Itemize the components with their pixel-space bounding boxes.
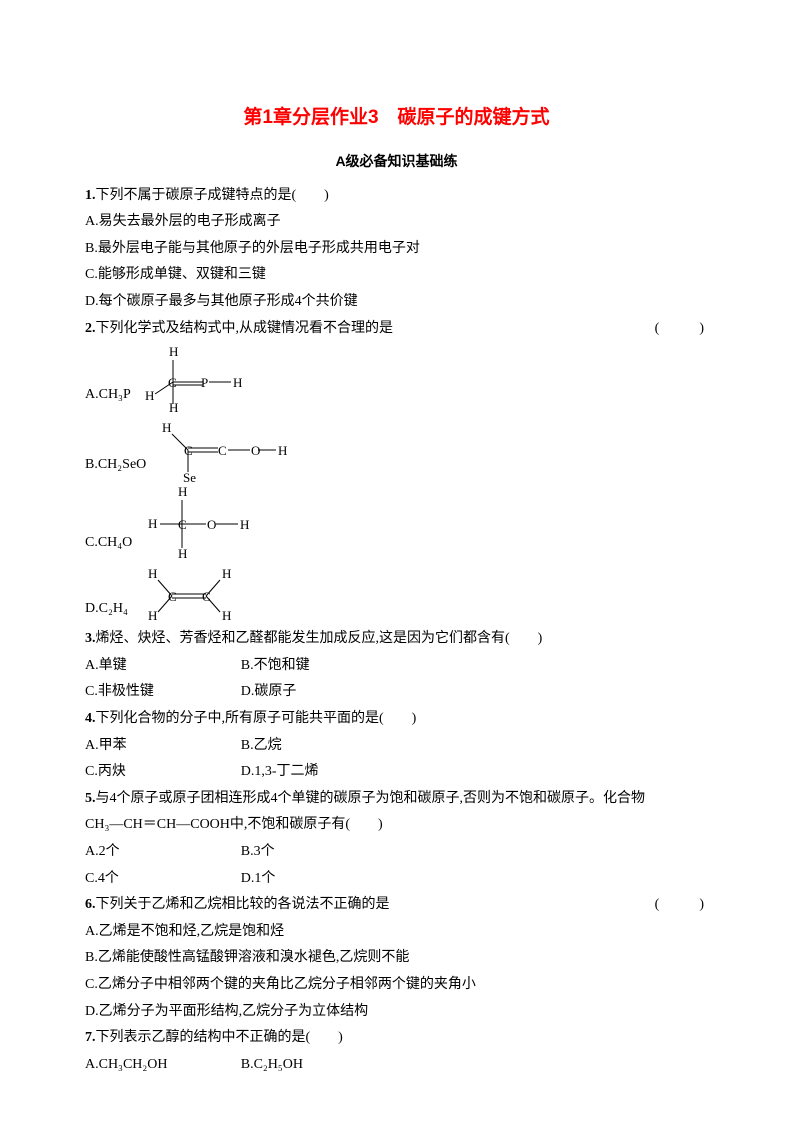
question-5: 5.与4个原子或原子团相连形成4个单键的碳原子为饱和碳原子,否则为不饱和碳原子。… bbox=[85, 786, 708, 813]
paren: ( ) bbox=[655, 316, 708, 343]
svg-text:O: O bbox=[207, 517, 216, 532]
svg-text:O: O bbox=[251, 443, 260, 458]
structure-c2h4: H H C C H H bbox=[140, 560, 250, 626]
svg-text:H: H bbox=[222, 608, 231, 623]
svg-text:C: C bbox=[178, 517, 187, 532]
section-subtitle: A级必备知识基础练 bbox=[85, 148, 708, 175]
structure-ch4o: H H H C O H bbox=[144, 482, 274, 560]
svg-text:C: C bbox=[184, 443, 193, 458]
q6-opt-c: C.乙烯分子中相邻两个键的夹角比乙烷分子相邻两个键的夹角小 bbox=[85, 972, 708, 999]
stem: 下列不属于碳原子成键特点的是( ) bbox=[96, 188, 329, 203]
q4-row1: A.甲苯 B.乙烷 bbox=[85, 733, 708, 760]
question-3: 3.烯烃、炔烃、芳香烃和乙醛都能发生加成反应,这是因为它们都含有( ) bbox=[85, 626, 708, 653]
question-7: 7.下列表示乙醇的结构中不正确的是( ) bbox=[85, 1025, 708, 1052]
q7-opt-b: B.C₂H₅OH bbox=[241, 1052, 397, 1079]
q7-row1: A.CH₃CH₂OH B.C₂H₅OH bbox=[85, 1052, 708, 1079]
q5-opt-c: C.4个 bbox=[85, 866, 241, 893]
q7-opt-a: A.CH₃CH₂OH bbox=[85, 1052, 241, 1079]
svg-text:P: P bbox=[201, 375, 208, 390]
q3-opt-a: A.单键 bbox=[85, 653, 241, 680]
q5-opt-d: D.1个 bbox=[241, 866, 397, 893]
svg-text:H: H bbox=[162, 420, 171, 435]
q6-opt-b: B.乙烯能使酸性高锰酸钾溶液和溴水褪色,乙烷则不能 bbox=[85, 945, 708, 972]
structure-ch3p: H H H C P H bbox=[143, 342, 253, 412]
q1-opt-d: D.每个碳原子最多与其他原子形成4个共价键 bbox=[85, 289, 708, 316]
q4-opt-d: D.1,3-丁二烯 bbox=[241, 759, 397, 786]
qnum: 5. bbox=[85, 791, 96, 806]
svg-text:H: H bbox=[222, 566, 231, 581]
qnum: 3. bbox=[85, 631, 96, 646]
qnum: 1. bbox=[85, 188, 96, 203]
q2-opt-b: B.CH₂SeO bbox=[85, 452, 146, 483]
svg-text:H: H bbox=[145, 388, 154, 403]
svg-text:H: H bbox=[169, 400, 178, 412]
q5-row1: A.2个 B.3个 bbox=[85, 839, 708, 866]
svg-text:H: H bbox=[148, 608, 157, 623]
q4-opt-c: C.丙炔 bbox=[85, 759, 241, 786]
q2-opt-b-row: B.CH₂SeO H Se C C O H bbox=[85, 412, 708, 482]
svg-text:H: H bbox=[178, 484, 187, 499]
svg-text:C: C bbox=[168, 375, 177, 390]
q1-opt-c: C.能够形成单键、双键和三键 bbox=[85, 262, 708, 289]
svg-text:H: H bbox=[233, 375, 242, 390]
q6-opt-d: D.乙烯分子为平面形结构,乙烷分子为立体结构 bbox=[85, 999, 708, 1026]
q5-stem2: CH₃—CH＝CH—COOH中,不饱和碳原子有( ) bbox=[85, 812, 708, 839]
q5-opt-a: A.2个 bbox=[85, 839, 241, 866]
q3-opt-b: B.不饱和键 bbox=[241, 653, 397, 680]
q4-opt-a: A.甲苯 bbox=[85, 733, 241, 760]
svg-text:H: H bbox=[278, 443, 287, 458]
stem: 下列化合物的分子中,所有原子可能共平面的是( ) bbox=[96, 711, 417, 726]
svg-text:H: H bbox=[240, 517, 249, 532]
q2-opt-a-row: A.CH₃P H H H C P H bbox=[85, 342, 708, 412]
page-title: 第1章分层作业3 碳原子的成键方式 bbox=[85, 100, 708, 136]
q1-opt-b: B.最外层电子能与其他原子的外层电子形成共用电子对 bbox=[85, 236, 708, 263]
stem: 与4个原子或原子团相连形成4个单键的碳原子为饱和碳原子,否则为不饱和碳原子。化合… bbox=[96, 791, 646, 806]
structure-ch2seo: H Se C C O H bbox=[158, 412, 288, 482]
qnum: 7. bbox=[85, 1030, 96, 1045]
q1-opt-a: A.易失去最外层的电子形成离子 bbox=[85, 209, 708, 236]
q2-opt-c-row: C.CH₄O H H H C O H bbox=[85, 482, 708, 560]
paren: ( ) bbox=[655, 892, 708, 919]
q2-opt-d: D.C₂H₄ bbox=[85, 596, 128, 627]
qnum: 4. bbox=[85, 711, 96, 726]
q2-opt-d-row: D.C₂H₄ H H C C H H bbox=[85, 560, 708, 626]
q5-opt-b: B.3个 bbox=[241, 839, 397, 866]
stem: 下列化学式及结构式中,从成键情况看不合理的是 bbox=[96, 321, 394, 336]
question-2: 2.下列化学式及结构式中,从成键情况看不合理的是 ( ) bbox=[85, 316, 708, 343]
q4-opt-b: B.乙烷 bbox=[241, 733, 397, 760]
svg-text:C: C bbox=[168, 589, 177, 604]
svg-text:Se: Se bbox=[183, 470, 196, 482]
question-4: 4.下列化合物的分子中,所有原子可能共平面的是( ) bbox=[85, 706, 708, 733]
q2-opt-a: A.CH₃P bbox=[85, 382, 131, 413]
question-1: 1.下列不属于碳原子成键特点的是( ) bbox=[85, 183, 708, 210]
question-6: 6.下列关于乙烯和乙烷相比较的各说法不正确的是 ( ) bbox=[85, 892, 708, 919]
svg-text:H: H bbox=[178, 546, 187, 560]
q4-row2: C.丙炔 D.1,3-丁二烯 bbox=[85, 759, 708, 786]
q3-opt-d: D.碳原子 bbox=[241, 679, 397, 706]
stem: 烯烃、炔烃、芳香烃和乙醛都能发生加成反应,这是因为它们都含有( ) bbox=[96, 631, 543, 646]
q3-row2: C.非极性键 D.碳原子 bbox=[85, 679, 708, 706]
svg-text:H: H bbox=[148, 566, 157, 581]
svg-text:H: H bbox=[148, 516, 157, 531]
q2-opt-c: C.CH₄O bbox=[85, 530, 132, 561]
q5-row2: C.4个 D.1个 bbox=[85, 866, 708, 893]
stem: 下列表示乙醇的结构中不正确的是( ) bbox=[96, 1030, 343, 1045]
q3-row1: A.单键 B.不饱和键 bbox=[85, 653, 708, 680]
stem: 下列关于乙烯和乙烷相比较的各说法不正确的是 bbox=[96, 897, 390, 912]
q3-opt-c: C.非极性键 bbox=[85, 679, 241, 706]
svg-text:C: C bbox=[202, 589, 211, 604]
svg-text:H: H bbox=[169, 344, 178, 359]
qnum: 6. bbox=[85, 897, 96, 912]
qnum: 2. bbox=[85, 321, 96, 336]
svg-text:C: C bbox=[218, 443, 227, 458]
q6-opt-a: A.乙烯是不饱和烃,乙烷是饱和烃 bbox=[85, 919, 708, 946]
